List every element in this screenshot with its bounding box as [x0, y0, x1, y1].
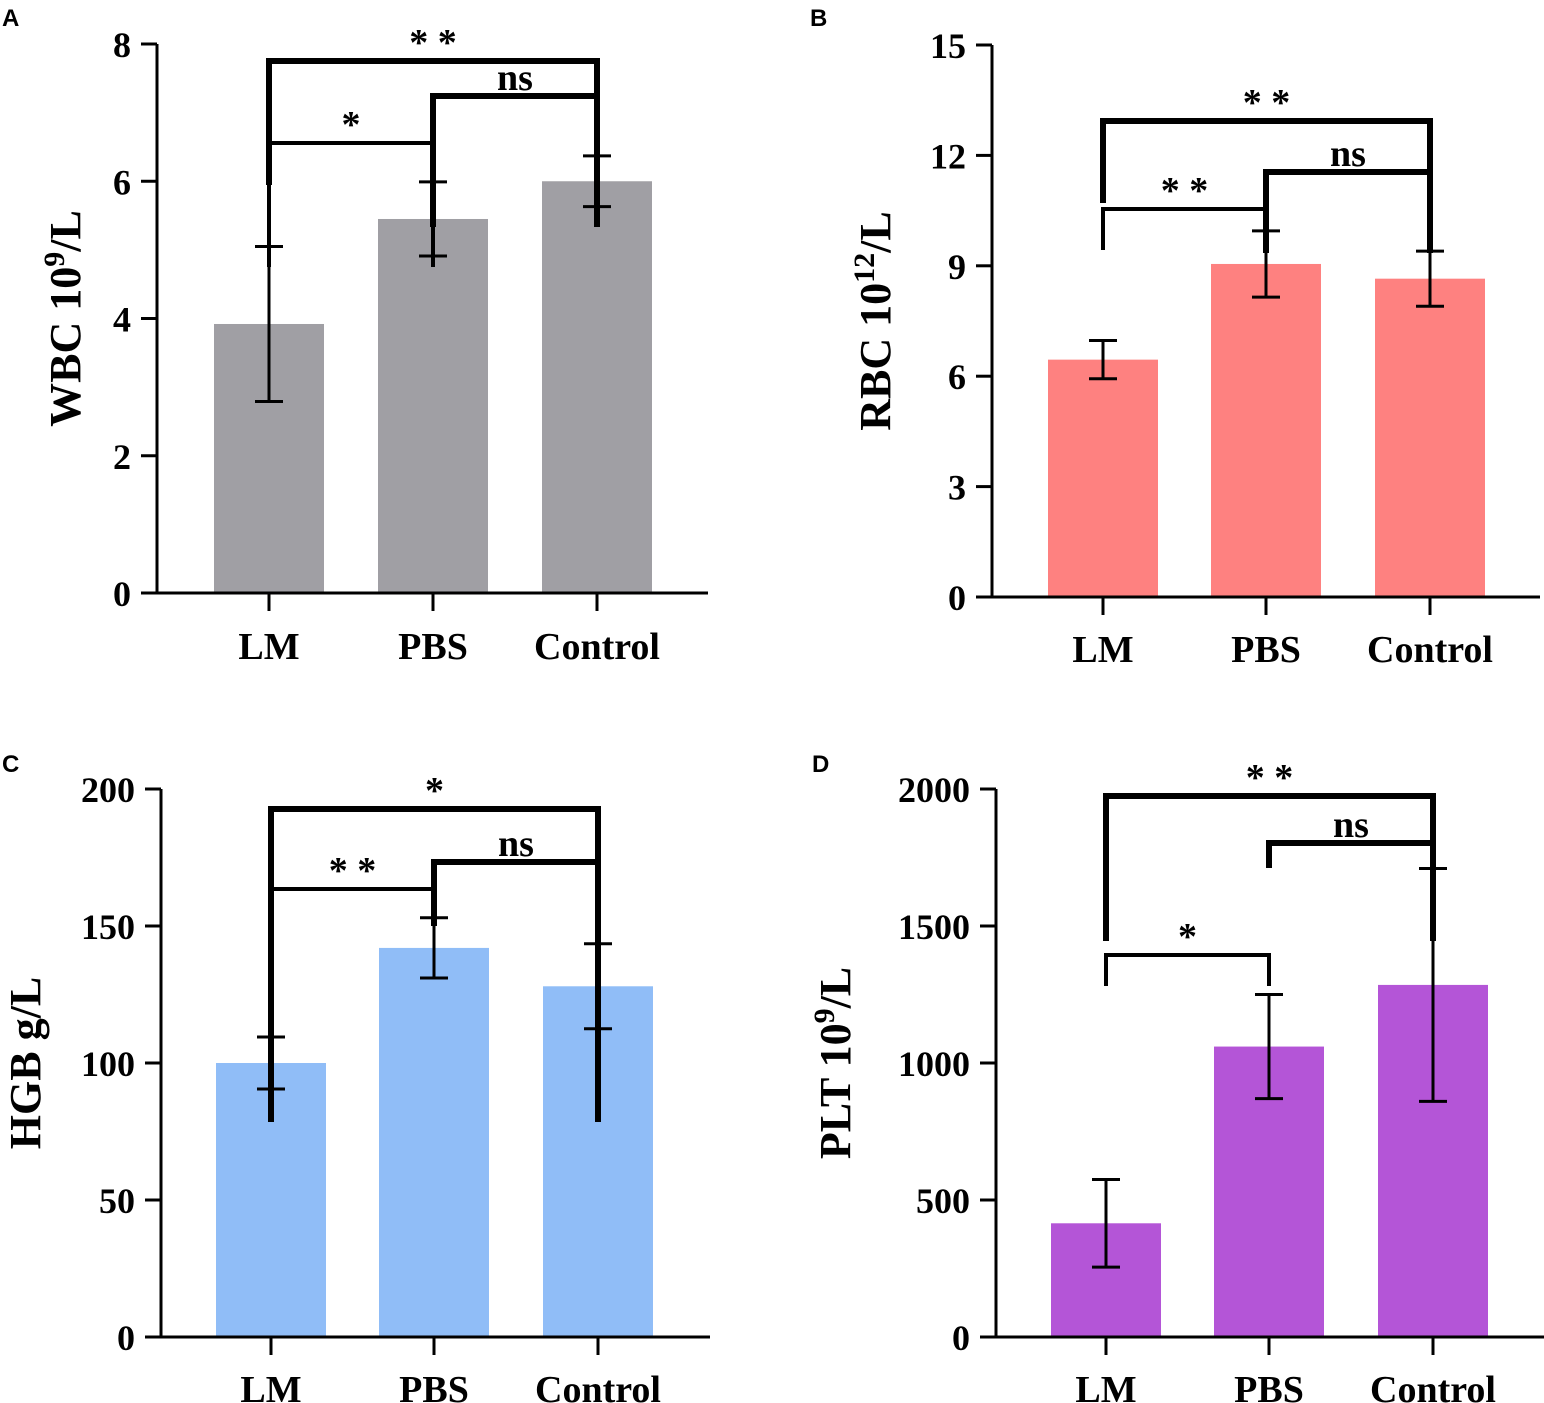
y-tick-label: 500	[916, 1181, 970, 1221]
significance-label: *	[425, 770, 444, 812]
significance-label: ns	[497, 57, 533, 99]
y-tick-label: 50	[99, 1181, 135, 1221]
y-tick-label: 1000	[898, 1044, 970, 1084]
significance-bracket	[1104, 953, 1271, 986]
y-tick-label: 9	[948, 247, 966, 287]
y-tick-label: 200	[81, 770, 135, 810]
y-tick-label: 1500	[898, 907, 970, 947]
y-tick-label: 150	[81, 907, 135, 947]
bar-pbs	[378, 218, 488, 593]
category-label: Control	[1367, 629, 1493, 671]
bar-control	[542, 181, 652, 593]
bar-pbs	[379, 947, 489, 1337]
significance-label: ns	[498, 823, 534, 865]
y-tick-label: 6	[948, 357, 966, 397]
significance-bracket	[267, 141, 435, 267]
category-label: PBS	[399, 1369, 469, 1403]
category-label: LM	[1072, 629, 1133, 671]
bar-control	[1375, 278, 1485, 597]
y-tick-label: 2	[113, 437, 131, 477]
y-axis-title: WBC 109/L	[38, 210, 90, 427]
category-label: PBS	[398, 626, 468, 668]
y-tick-label: 6	[113, 162, 131, 202]
category-label: Control	[535, 1369, 661, 1403]
significance-bracket	[1103, 793, 1436, 941]
significance-label: * *	[1246, 757, 1294, 799]
category-label: LM	[238, 626, 299, 668]
y-tick-label: 0	[952, 1318, 970, 1358]
significance-bracket	[1266, 840, 1436, 868]
y-tick-label: 0	[117, 1318, 135, 1358]
y-axis-title-exponent: 12	[848, 253, 881, 283]
significance-bracket	[269, 887, 436, 915]
category-label: Control	[534, 626, 660, 668]
y-axis-title: PLT 109/L	[808, 967, 860, 1159]
y-tick-label: 8	[113, 25, 131, 65]
panel-d: D 0 500 1000 1500 2000 LM PBS Control PLT 109/L * …	[808, 751, 1544, 1403]
y-tick-label: 15	[930, 26, 966, 66]
y-tick-label: 100	[81, 1044, 135, 1084]
significance-label: *	[1178, 916, 1197, 958]
y-axis-title-unit: /L	[851, 211, 900, 254]
significance-label: * *	[1161, 170, 1209, 212]
y-tick-label: 2000	[898, 770, 970, 810]
y-axis-title-exponent: 9	[808, 1008, 841, 1023]
y-axis-title-main: PLT 10	[811, 1023, 860, 1159]
y-tick-label: 3	[948, 468, 966, 508]
bar-lm	[1048, 359, 1158, 597]
significance-label: ns	[1330, 133, 1366, 175]
significance-bracket	[1101, 207, 1268, 250]
y-tick-label: 4	[113, 300, 131, 340]
y-axis-title-main: HGB g/L	[1, 977, 50, 1149]
category-label: PBS	[1234, 1369, 1304, 1403]
panel-letter: D	[812, 751, 829, 778]
panel-letter: B	[810, 5, 827, 32]
y-axis-title-unit: /L	[811, 967, 860, 1010]
y-axis-title-unit: /L	[41, 210, 90, 253]
significance-bracket	[1100, 118, 1433, 203]
panel-letter: A	[2, 5, 19, 32]
y-axis-title: RBC 1012/L	[848, 211, 900, 430]
significance-label: * *	[409, 22, 457, 64]
significance-label: ns	[1333, 804, 1369, 846]
significance-bracket	[1263, 169, 1433, 253]
category-label: Control	[1370, 1369, 1496, 1403]
significance-label: *	[342, 104, 361, 146]
category-label: LM	[1075, 1369, 1136, 1403]
panel-c: C 0 50 100 150 200 LM PBS Control HGB g/L * ns * *	[1, 751, 710, 1403]
y-axis-title-exponent: 9	[38, 252, 71, 267]
category-label: LM	[240, 1369, 301, 1403]
y-axis-title: HGB g/L	[1, 977, 50, 1149]
panel-letter: C	[2, 751, 19, 778]
y-tick-label: 0	[113, 574, 131, 614]
category-label: PBS	[1231, 629, 1301, 671]
y-axis-title-main: WBC 10	[41, 267, 90, 427]
y-axis-title-main: RBC 10	[851, 283, 900, 431]
significance-label: * *	[329, 850, 377, 892]
panel-a: A 0 2 4 6 8 LM PBS Control WBC 109/L * * ns *	[2, 5, 708, 668]
significance-bracket	[268, 806, 601, 1122]
significance-label: * *	[1243, 82, 1291, 124]
y-tick-label: 0	[948, 578, 966, 618]
significance-bracket	[431, 859, 601, 926]
y-tick-label: 12	[930, 136, 966, 176]
bar-pbs	[1211, 263, 1321, 597]
